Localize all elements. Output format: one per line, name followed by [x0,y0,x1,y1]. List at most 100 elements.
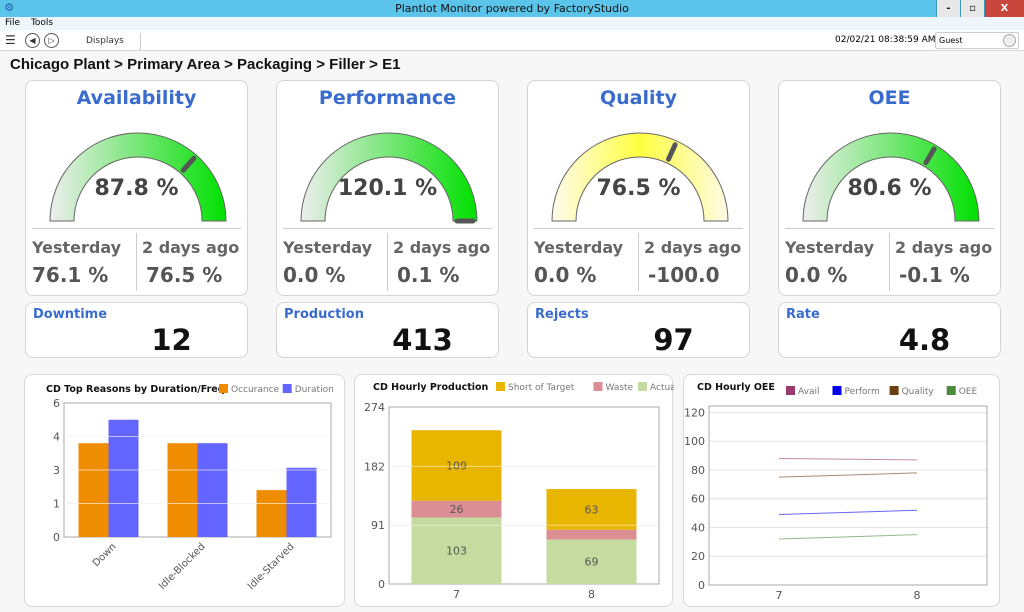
quality-value: 76.5 % [596,176,681,201]
two-days-ago-value: -100.0 [648,263,720,287]
y-tick-label: 0 [698,579,705,592]
user-avatar-icon[interactable] [1003,34,1016,47]
y-tick-label: 91 [371,519,385,532]
bar-segment-waste [411,500,502,518]
data-label: 26 [450,503,464,516]
divider [136,233,137,291]
hamburger-menu-icon[interactable]: ☰ [5,33,16,47]
divider [785,228,994,229]
y-tick-label: 20 [691,550,705,563]
hourly-production-chart-panel: CD Hourly Production 0 91 182 274 Short of Ta… [354,374,678,607]
user-field[interactable]: Guest [935,32,1019,49]
app-icon: ⚙ [4,1,14,14]
yesterday-label: Yesterday [534,238,624,257]
line-perform [778,509,918,516]
x-tick-label: Idle-Blocked [157,541,208,592]
rejects-value: 97 [653,323,694,357]
data-label: 63 [585,503,599,516]
gauge-needle [665,142,678,162]
performance-card: Performance 120.1 % Yesterday 2 days ago… [276,80,499,296]
bar-duration [197,443,228,537]
y-tick-label: 60 [691,493,705,506]
two-days-ago-label: 2 days ago [393,238,491,257]
performance-gauge [300,132,478,224]
bar-segment-short-of-target [411,430,502,501]
yesterday-value: 0.0 % [785,263,848,287]
x-tick-label: 7 [453,588,460,601]
x-tick-label: Idle-Starved [246,541,297,592]
forward-button-icon[interactable]: ▷ [44,33,59,48]
divider [283,228,492,229]
yesterday-label: Yesterday [283,238,373,257]
two-days-ago-value: 76.5 % [146,263,223,287]
oee-gauge [802,132,980,222]
window-title: Plantlot Monitor powered by FactoryStudi… [395,2,629,15]
divider [638,233,639,291]
menu-tools[interactable]: Tools [30,18,54,28]
legend-label: OEE [959,387,978,397]
bar-duration [286,467,317,537]
gauge-arc [300,132,478,222]
downtime-label: Downtime [33,307,108,322]
two-days-ago-label: 2 days ago [644,238,742,257]
y-tick-label: 0 [378,578,385,591]
minimize-button[interactable]: - [936,0,960,17]
bar-occurance [78,443,109,537]
line-quality [778,472,918,478]
menu-bar: File Tools [0,17,1024,30]
yesterday-value: 0.0 % [283,263,346,287]
yesterday-label: Yesterday [32,238,122,257]
availability-card: Availability 87.8 % Yesterday 2 days ago… [25,80,248,296]
gauge-arc [802,132,980,222]
y-tick-label: 40 [691,521,705,534]
yesterday-value: 0.0 % [534,263,597,287]
bar-segment-short-of-target [546,489,637,530]
legend-label: Quality [902,387,935,397]
legend-swatch-occurance [219,384,228,393]
quality-title: Quality [600,87,677,109]
production-card: Production 413 [276,302,499,358]
displays-button[interactable]: Displays [86,36,124,46]
rejects-label: Rejects [535,307,589,322]
hourly-oee-chart-panel: CD Hourly OEE 0 20 40 60 80 100 120 Avail Perform… [683,374,1000,607]
menu-file[interactable]: File [5,18,21,28]
user-name: Guest [939,36,963,45]
y-tick-label: 80 [691,464,705,477]
two-days-ago-label: 2 days ago [142,238,240,257]
legend-label: Avail [798,387,819,397]
rate-label: Rate [786,307,820,322]
back-button-icon[interactable]: ◀ [25,33,40,48]
line-oee [778,534,918,540]
bar-occurance [167,443,198,537]
two-days-ago-value: -0.1 % [899,263,970,287]
y-tick-label: 0 [53,531,60,544]
y-tick-label: 120 [684,406,705,419]
y-tick-label: 3 [53,464,60,477]
downtime-card: Downtime 12 [25,302,248,358]
restore-button[interactable]: ▫ [960,0,984,17]
y-tick-label: 274 [364,401,385,414]
plot-area [708,405,988,586]
rate-card: Rate 4.8 [778,302,1001,358]
line-avail [778,457,918,461]
production-label: Production [284,307,364,322]
title-bar: ⚙ Plantlot Monitor powered by FactoryStu… [0,0,1024,17]
close-button[interactable]: X [984,0,1024,17]
oee-value: 80.6 % [847,176,932,201]
legend-swatch-short-of-target [496,382,505,391]
gauge-needle [180,155,197,173]
two-days-ago-value: 0.1 % [397,263,460,287]
legend-label: Actual [650,383,674,393]
y-tick-label: 100 [684,435,705,448]
x-tick-label: 8 [588,588,595,601]
divider [889,233,890,291]
legend-swatch-perform [832,386,842,395]
legend-label: Short of Target [508,383,575,393]
toolbar: ☰ ◀ ▷ Displays 02/02/21 08:38:59 AM Gues… [0,30,1024,51]
legend-swatch-waste [593,382,603,391]
x-tick-label: 8 [914,589,921,602]
divider [140,33,141,50]
oee-title: OEE [868,87,911,109]
gauge-needle [923,146,937,166]
gauge-arc [49,132,227,222]
